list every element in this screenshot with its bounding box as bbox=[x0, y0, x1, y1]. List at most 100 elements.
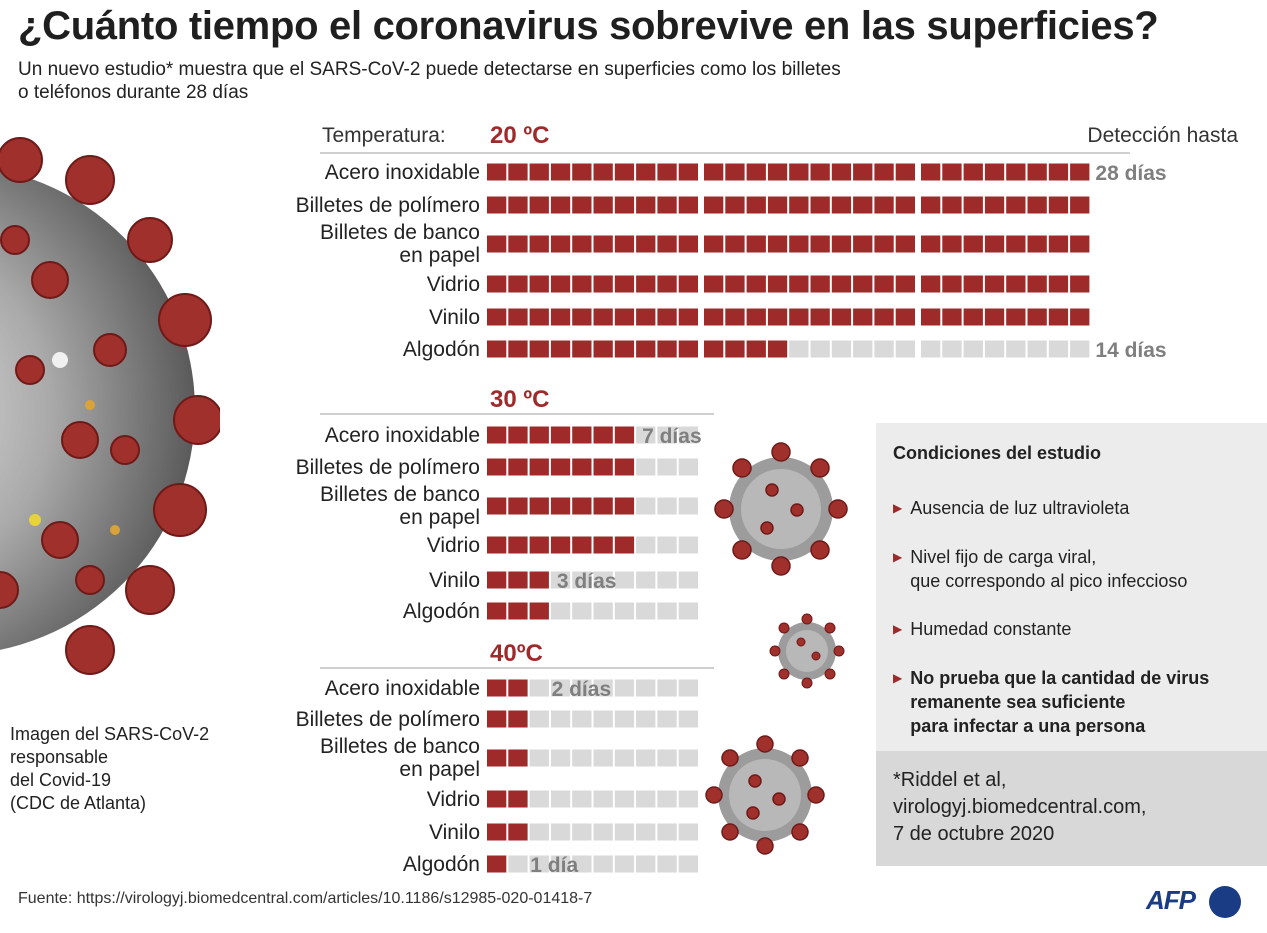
day-cell-filled bbox=[487, 163, 507, 181]
day-cell-empty bbox=[593, 571, 613, 589]
category-label: Billetes de banco bbox=[320, 221, 480, 244]
day-cell-filled bbox=[895, 235, 915, 253]
day-cell-filled bbox=[746, 235, 766, 253]
day-cell-filled bbox=[921, 235, 941, 253]
day-cell-empty bbox=[572, 855, 592, 873]
day-cell-filled bbox=[508, 823, 528, 841]
day-cell-filled bbox=[1070, 163, 1090, 181]
day-cell-filled bbox=[789, 196, 809, 214]
day-cell-filled bbox=[487, 536, 507, 554]
day-cell-empty bbox=[853, 340, 873, 358]
day-cell-filled bbox=[487, 710, 507, 728]
day-cell-filled bbox=[895, 308, 915, 326]
coronavirus-icon bbox=[714, 442, 848, 576]
day-cell-empty bbox=[789, 340, 809, 358]
day-cell-filled bbox=[636, 196, 656, 214]
image-caption-line: Imagen del SARS-CoV-2 bbox=[10, 724, 210, 744]
day-cell-empty bbox=[614, 790, 635, 808]
condition-text: para infectar a una persona bbox=[910, 716, 1146, 736]
day-cell-filled bbox=[550, 275, 571, 293]
day-cell-filled bbox=[921, 196, 941, 214]
day-cell-filled bbox=[593, 426, 613, 444]
day-cell-empty bbox=[572, 679, 592, 697]
day-cell-filled bbox=[508, 275, 528, 293]
day-cell-filled bbox=[746, 196, 766, 214]
day-cell-empty bbox=[678, 602, 698, 620]
day-cell-filled bbox=[614, 536, 635, 554]
day-cell-empty bbox=[572, 790, 592, 808]
day-cell-filled bbox=[572, 275, 592, 293]
day-cell-filled bbox=[1006, 235, 1026, 253]
day-cell-empty bbox=[678, 679, 698, 697]
day-cell-filled bbox=[529, 235, 549, 253]
day-cell-filled bbox=[1006, 308, 1026, 326]
day-cell-empty bbox=[529, 855, 549, 873]
day-cell-filled bbox=[657, 308, 677, 326]
day-cell-filled bbox=[831, 275, 852, 293]
day-cell-filled bbox=[942, 275, 962, 293]
day-cell-filled bbox=[704, 196, 724, 214]
day-cell-filled bbox=[614, 235, 635, 253]
condition-item: ▶ Ausencia de luz ultravioleta bbox=[893, 496, 1129, 520]
coronavirus-illustration bbox=[0, 137, 220, 675]
day-cell-filled bbox=[725, 235, 745, 253]
day-cell-filled bbox=[593, 163, 613, 181]
day-cell-empty bbox=[508, 855, 528, 873]
day-cell-filled bbox=[508, 679, 528, 697]
day-cell-empty bbox=[636, 571, 656, 589]
day-cell-filled bbox=[1027, 275, 1047, 293]
day-cell-empty bbox=[636, 458, 656, 476]
day-cell-filled bbox=[593, 458, 613, 476]
day-cell-empty bbox=[550, 602, 571, 620]
day-cell-filled bbox=[853, 235, 873, 253]
day-cell-filled bbox=[636, 275, 656, 293]
condition-item: ▶ No prueba que la cantidad de virus reman… bbox=[893, 666, 1209, 738]
day-cell-filled bbox=[1048, 308, 1069, 326]
day-cell-filled bbox=[487, 571, 507, 589]
day-cell-filled bbox=[725, 308, 745, 326]
day-cell-empty bbox=[963, 340, 983, 358]
day-cell-filled bbox=[1070, 275, 1090, 293]
day-cell-filled bbox=[508, 497, 528, 515]
day-cell-filled bbox=[746, 340, 766, 358]
day-cell-filled bbox=[678, 308, 698, 326]
day-cell-filled bbox=[529, 497, 549, 515]
day-cell-empty bbox=[614, 855, 635, 873]
page-title: ¿Cuánto tiempo el coronavirus sobrevive … bbox=[18, 4, 1159, 48]
afp-logo: AFP bbox=[1146, 885, 1196, 915]
condition-item: ▶ Humedad constante bbox=[893, 617, 1071, 641]
day-cell-filled bbox=[767, 163, 788, 181]
day-cell-filled bbox=[636, 308, 656, 326]
day-cell-filled bbox=[942, 308, 962, 326]
day-cell-empty bbox=[921, 340, 941, 358]
day-cell-filled bbox=[487, 602, 507, 620]
day-cell-filled bbox=[508, 163, 528, 181]
day-cell-filled bbox=[614, 340, 635, 358]
day-cell-filled bbox=[874, 196, 894, 214]
day-cell-filled bbox=[550, 163, 571, 181]
day-cell-empty bbox=[593, 679, 613, 697]
day-cell-filled bbox=[508, 308, 528, 326]
day-cell-filled bbox=[593, 340, 613, 358]
duration-annotation: 14 días bbox=[1095, 339, 1166, 362]
day-cell-empty bbox=[529, 749, 549, 767]
category-label: Vinilo bbox=[429, 569, 480, 592]
condition-text: Nivel fijo de carga viral, bbox=[910, 547, 1097, 567]
subtitle-line-2: o teléfonos durante 28 días bbox=[18, 82, 249, 103]
day-cell-filled bbox=[1048, 196, 1069, 214]
day-cell-filled bbox=[984, 196, 1005, 214]
category-label: en papel bbox=[399, 506, 480, 529]
day-cell-filled bbox=[508, 235, 528, 253]
day-cell-filled bbox=[614, 163, 635, 181]
day-cell-filled bbox=[529, 571, 549, 589]
day-cell-empty bbox=[550, 679, 571, 697]
day-cell-empty bbox=[636, 855, 656, 873]
day-cell-filled bbox=[487, 340, 507, 358]
day-cell-filled bbox=[789, 308, 809, 326]
day-cell-empty bbox=[657, 602, 677, 620]
category-label: Algodón bbox=[403, 338, 480, 361]
day-cell-filled bbox=[746, 163, 766, 181]
day-cell-empty bbox=[1070, 340, 1090, 358]
day-cell-filled bbox=[963, 275, 983, 293]
day-cell-filled bbox=[1070, 235, 1090, 253]
